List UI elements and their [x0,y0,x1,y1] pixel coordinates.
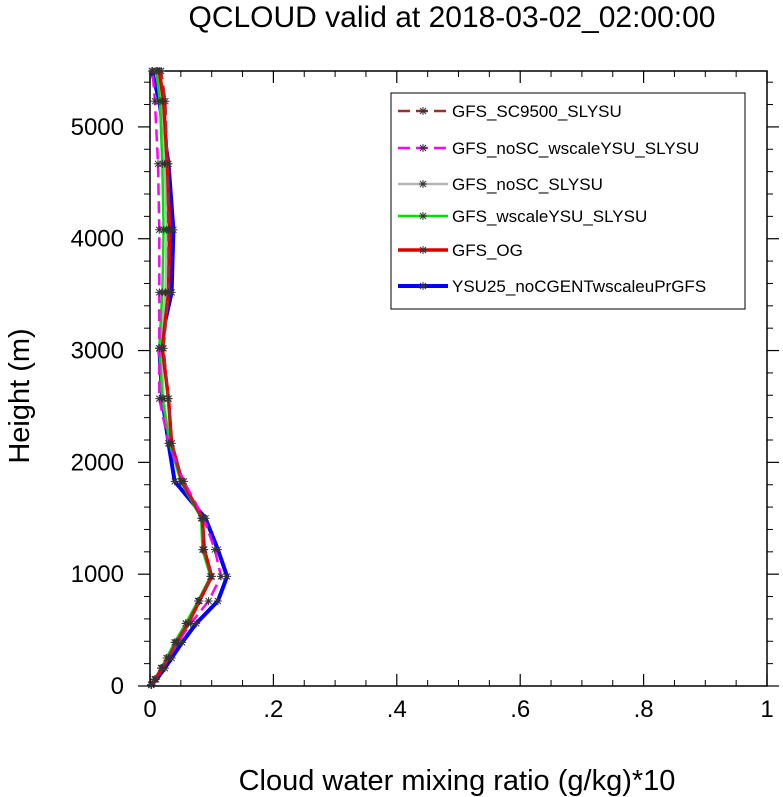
data-point-marker [155,288,164,297]
y-tick-label: 3000 [71,338,124,365]
data-point-marker [170,477,179,486]
data-point-marker [164,654,173,663]
y-tick-label: 5000 [71,114,124,141]
legend-label: GFS_noSC_wscaleYSU_SLYSU [452,139,699,158]
data-point-marker [154,159,163,168]
y-tick-label: 1000 [71,561,124,588]
data-point-marker [161,97,170,106]
data-point-marker [172,638,181,647]
x-tick-label: .4 [387,696,407,723]
data-point-marker [210,545,219,554]
data-point-marker [207,572,216,581]
chart-title: QCLOUD valid at 2018-03-02_02:00:00 [189,1,716,34]
legend-label: GFS_SC9500_SLYSU [452,102,622,121]
data-point-marker [167,439,176,448]
x-tick-label: .6 [510,696,530,723]
data-point-marker [157,67,166,75]
data-point-marker [213,597,222,606]
data-point-marker [147,680,156,689]
data-point-marker [163,159,172,168]
data-point-marker [155,225,164,234]
data-point-marker [150,675,159,684]
data-point-marker [158,664,167,673]
data-point-marker [419,282,427,290]
series-group [147,67,232,689]
data-point-marker [164,288,173,297]
data-point-marker [184,619,193,628]
data-point-marker [159,225,168,234]
x-tick-label: .2 [263,696,283,723]
data-point-marker [150,97,159,106]
data-point-marker [419,144,427,152]
data-point-marker [419,246,427,254]
legend-label: GFS_OG [452,241,523,260]
data-point-marker [158,159,167,168]
data-point-marker [216,572,225,581]
y-tick-label: 0 [111,673,124,700]
y-tick-label: 4000 [71,226,124,253]
data-point-marker [419,107,427,115]
x-tick-label: 1 [760,696,773,723]
data-point-marker [164,225,173,234]
x-axis-label: Cloud water mixing ratio (g/kg)*10 [239,765,676,797]
data-point-marker [419,180,427,188]
y-ticks: 0 1000 2000 3000 4000 5000 [71,81,779,700]
data-point-marker [198,514,207,523]
x-tick-label: 0 [143,696,156,723]
data-point-marker [148,67,157,75]
data-point-marker [192,619,201,628]
legend: GFS_SC9500_SLYSU GFS_noSC_wscaleYSU_SLYSU… [390,92,746,310]
legend-label: GFS_noSC_SLYSU [452,175,603,194]
data-point-marker [204,597,213,606]
data-point-marker [178,477,187,486]
data-point-marker [178,638,187,647]
x-ticks: 0 .2 .4 .6 .8 1 [143,71,774,723]
x-tick-label: .8 [634,696,654,723]
legend-label: YSU25_noCGENTwscaleuPrGFS [452,277,706,296]
legend-box [390,92,746,310]
data-point-marker [155,344,164,353]
data-point-marker [164,394,173,403]
y-axis-label: Height (m) [4,328,36,463]
data-point-marker [223,572,232,581]
data-point-marker [195,597,204,606]
data-point-marker [159,344,168,353]
data-point-marker [155,394,164,403]
legend-label: GFS_wscaleYSU_SLYSU [452,207,647,226]
data-point-marker [419,212,427,220]
y-tick-label: 2000 [71,449,124,476]
data-point-marker [199,545,208,554]
